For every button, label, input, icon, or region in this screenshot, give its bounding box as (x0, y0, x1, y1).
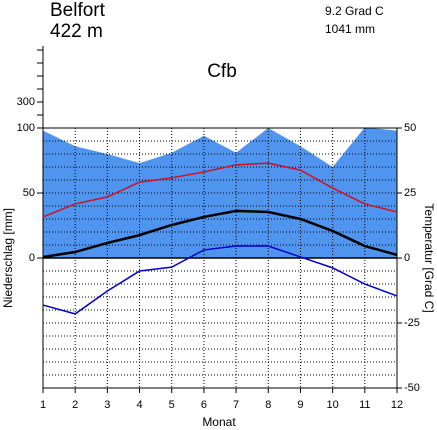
y2-tick-label: 50 (404, 122, 416, 134)
y-axis-label: Niederschlag [mm] (1, 208, 15, 308)
y-tick-label: 50 (23, 187, 35, 199)
mean-temperature: 9.2 Grad C (325, 4, 384, 18)
x-tick-label: 2 (72, 399, 78, 411)
x-tick-label: 6 (201, 399, 207, 411)
x-tick-label: 3 (104, 399, 110, 411)
x-tick-label: 10 (327, 399, 339, 411)
x-tick-label: 11 (359, 399, 370, 411)
annual-precipitation: 1041 mm (325, 22, 375, 36)
y2-tick-label: 25 (404, 187, 416, 199)
x-tick-label: 5 (169, 399, 175, 411)
temperature-line (42, 162, 398, 218)
temperature-line (42, 209, 398, 259)
x-tick-label: 9 (297, 399, 303, 411)
x-tick-label: 12 (391, 399, 403, 411)
y-tick-label: 100 (17, 122, 35, 134)
y2-tick-label: 0 (404, 252, 410, 264)
elevation: 422 m (50, 21, 103, 42)
station: Belfort (50, 0, 106, 21)
temperature-line (42, 245, 398, 315)
y-tick-label: 0 (29, 252, 35, 264)
x-tick-label: 4 (136, 399, 142, 411)
x-tick-label: 8 (265, 399, 271, 411)
x-axis-label: Monat (202, 415, 236, 429)
x-tick-label: 7 (233, 399, 239, 411)
y2-tick-label: -25 (404, 317, 420, 329)
y2-tick-label: -50 (404, 382, 420, 394)
y2-axis-label: Temperatur [Grad C] (422, 203, 436, 312)
climate-class: Cfb (207, 61, 237, 82)
y-tick-label: 300 (17, 96, 35, 108)
x-tick-label: 1 (40, 399, 46, 411)
